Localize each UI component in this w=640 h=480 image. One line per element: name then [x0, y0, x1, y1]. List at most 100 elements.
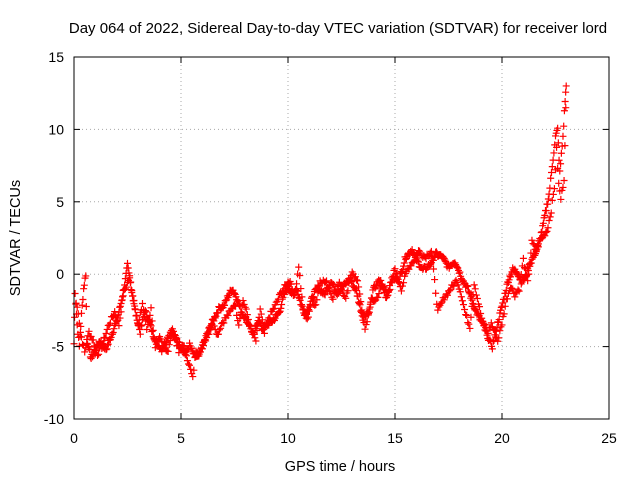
- data-point: [263, 321, 271, 329]
- data-point: [239, 297, 247, 305]
- data-point: [562, 104, 570, 112]
- data-point: [207, 324, 215, 332]
- data-point: [232, 293, 240, 301]
- data-point: [106, 335, 114, 343]
- data-point: [525, 270, 533, 278]
- data-point: [562, 82, 570, 90]
- data-point: [366, 300, 374, 308]
- data-point: [103, 325, 111, 333]
- data-point: [77, 322, 85, 330]
- data-point: [237, 310, 245, 318]
- data-point: [324, 283, 332, 291]
- y-tick-label: -5: [52, 339, 65, 355]
- data-point: [553, 143, 561, 151]
- data-point: [534, 243, 542, 251]
- data-point: [312, 301, 320, 309]
- x-tick-label: 5: [177, 430, 185, 446]
- data-point: [430, 265, 438, 273]
- data-point: [81, 348, 89, 356]
- data-point: [434, 306, 442, 314]
- data-point: [374, 293, 382, 301]
- data-point: [191, 353, 199, 361]
- data-point: [250, 330, 258, 338]
- data-point: [356, 290, 364, 298]
- data-point: [441, 256, 449, 264]
- data-point: [124, 264, 132, 272]
- data-point: [476, 303, 484, 311]
- data-point: [143, 325, 151, 333]
- data-point: [87, 354, 95, 362]
- data-point: [214, 330, 222, 338]
- data-point: [293, 280, 301, 288]
- y-tick-label: 5: [56, 194, 64, 210]
- data-point: [557, 149, 565, 157]
- y-tick-label: 15: [48, 49, 64, 65]
- data-point: [554, 139, 562, 147]
- data-point: [528, 236, 536, 244]
- data-point: [115, 322, 123, 330]
- data-point: [498, 321, 506, 329]
- data-point: [219, 318, 227, 326]
- data-point: [453, 263, 461, 271]
- data-point: [144, 320, 152, 328]
- data-point: [522, 265, 530, 273]
- data-point: [560, 176, 568, 184]
- data-point: [432, 289, 440, 297]
- data-point: [235, 321, 243, 329]
- data-point: [83, 339, 91, 347]
- data-point: [365, 308, 373, 316]
- data-point: [458, 297, 466, 305]
- data-point: [457, 293, 465, 301]
- data-point: [409, 258, 417, 266]
- data-point: [186, 361, 194, 369]
- data-point: [112, 312, 120, 320]
- data-point: [557, 160, 565, 168]
- data-point: [435, 303, 443, 311]
- data-point: [270, 315, 278, 323]
- data-point: [338, 283, 345, 291]
- data-point: [300, 306, 308, 314]
- x-tick-label: 20: [494, 430, 510, 446]
- data-point: [332, 288, 340, 296]
- y-tick-labels: -10 -5 0 5 10 15: [44, 49, 64, 427]
- data-point: [260, 329, 268, 337]
- data-point: [446, 287, 454, 295]
- data-point: [160, 342, 168, 350]
- data-point: [557, 195, 565, 203]
- data-point: [477, 309, 485, 317]
- data-point: [99, 340, 107, 348]
- y-axis-label: SDTVAR / TECUs: [8, 180, 24, 296]
- data-point: [132, 312, 140, 320]
- data-point: [407, 262, 415, 270]
- data-point: [136, 326, 144, 334]
- data-point: [117, 299, 125, 307]
- data-point: [232, 302, 240, 310]
- data-point: [456, 268, 464, 276]
- data-point: [547, 209, 555, 217]
- data-point: [217, 324, 225, 332]
- data-point: [236, 315, 244, 323]
- y-tick-label: 0: [56, 266, 64, 282]
- data-point: [141, 313, 149, 321]
- data-point: [151, 344, 159, 352]
- data-point: [127, 278, 135, 286]
- data-point: [342, 294, 350, 302]
- x-tick-label: 25: [601, 430, 617, 446]
- data-point: [481, 326, 489, 334]
- data-point: [480, 321, 488, 329]
- data-point: [544, 195, 552, 203]
- data-point: [147, 304, 155, 312]
- x-tick-labels: 0 5 10 15 20 25: [70, 430, 617, 446]
- data-point: [351, 273, 359, 281]
- y-tick-label: 10: [48, 121, 64, 137]
- data-point: [102, 346, 110, 354]
- data-point: [242, 305, 250, 313]
- data-point: [91, 343, 99, 351]
- data-point: [539, 219, 547, 227]
- data-point: [355, 283, 363, 291]
- data-point: [172, 336, 180, 344]
- data-point: [304, 313, 312, 321]
- data-point: [427, 260, 435, 268]
- data-point: [313, 296, 321, 304]
- data-point: [148, 317, 156, 325]
